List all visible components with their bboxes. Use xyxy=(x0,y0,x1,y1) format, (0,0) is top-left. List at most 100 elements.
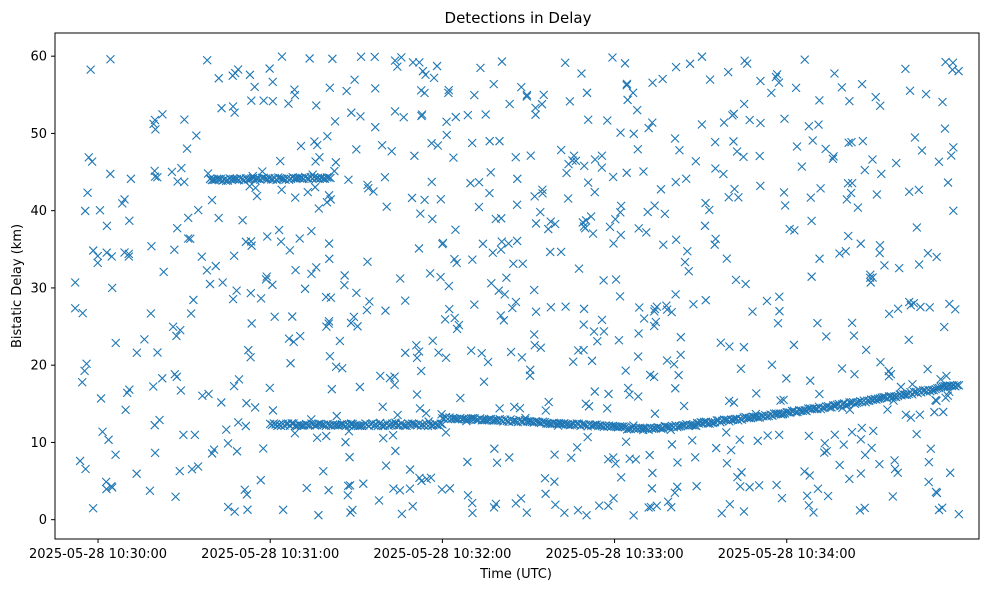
data-point xyxy=(158,109,167,119)
data-point xyxy=(670,134,680,143)
data-point xyxy=(463,110,473,120)
data-point xyxy=(868,395,878,405)
data-point xyxy=(479,415,489,425)
data-point xyxy=(497,237,507,246)
data-point xyxy=(179,177,189,187)
data-point xyxy=(663,497,673,507)
data-point xyxy=(875,459,884,469)
data-point xyxy=(378,402,388,412)
data-point xyxy=(707,418,716,427)
data-point xyxy=(444,85,454,95)
data-point xyxy=(675,145,684,155)
data-point xyxy=(739,342,749,352)
data-point xyxy=(845,96,854,106)
data-point xyxy=(241,421,251,431)
data-point xyxy=(766,88,776,98)
data-point xyxy=(742,413,752,423)
data-point xyxy=(717,508,727,518)
data-point xyxy=(932,252,942,262)
data-point xyxy=(719,415,729,425)
data-point xyxy=(275,173,285,183)
data-point xyxy=(611,459,620,468)
data-point xyxy=(583,432,593,442)
data-point xyxy=(690,452,700,462)
y-tick-label: 60 xyxy=(30,50,47,65)
data-point xyxy=(798,406,808,416)
data-point xyxy=(497,57,507,66)
data-point xyxy=(382,202,392,212)
data-point xyxy=(914,260,924,269)
y-axis-label: Bistatic Delay (km) xyxy=(10,224,25,348)
data-point xyxy=(268,77,278,87)
data-point xyxy=(906,413,916,422)
data-point xyxy=(229,381,239,391)
y-axis: 0 10 20 30 40 50 60 xyxy=(30,50,55,528)
data-point xyxy=(670,488,680,498)
data-point xyxy=(328,420,338,429)
data-point xyxy=(754,480,764,490)
data-point xyxy=(543,224,553,234)
data-point xyxy=(617,422,627,432)
data-point xyxy=(633,392,643,401)
data-point xyxy=(506,347,516,357)
data-point xyxy=(522,90,532,100)
data-point xyxy=(408,501,418,511)
data-point xyxy=(515,403,525,413)
data-point xyxy=(311,157,320,166)
data-point xyxy=(399,112,409,122)
data-point xyxy=(153,348,162,357)
data-point xyxy=(104,435,113,445)
data-point xyxy=(910,133,920,142)
data-point xyxy=(723,67,733,77)
data-point xyxy=(416,366,426,376)
y-tick-label: 30 xyxy=(30,281,47,296)
data-point xyxy=(442,130,452,140)
data-point xyxy=(671,235,681,245)
data-point xyxy=(262,272,272,281)
data-point xyxy=(609,239,618,248)
data-point xyxy=(646,502,656,512)
data-point xyxy=(267,280,277,290)
data-point xyxy=(247,241,257,251)
data-point xyxy=(797,162,807,172)
data-point xyxy=(250,82,260,92)
data-point xyxy=(243,345,253,355)
data-point xyxy=(455,393,465,403)
data-point xyxy=(802,406,811,416)
data-point xyxy=(70,303,80,313)
data-point xyxy=(193,462,203,471)
data-point xyxy=(461,415,471,424)
data-point xyxy=(463,490,473,500)
data-point xyxy=(322,131,332,141)
data-point xyxy=(671,62,681,72)
data-point xyxy=(507,303,517,313)
data-point xyxy=(124,252,134,261)
data-point xyxy=(443,88,453,98)
data-point xyxy=(417,111,426,121)
data-point xyxy=(466,413,476,423)
data-point xyxy=(776,396,785,405)
data-point xyxy=(324,254,334,264)
data-point xyxy=(193,205,203,215)
data-point xyxy=(789,340,799,350)
data-point xyxy=(667,440,677,449)
data-point xyxy=(126,174,136,184)
data-point xyxy=(436,272,445,282)
data-point xyxy=(658,240,668,250)
data-point xyxy=(441,353,451,363)
data-point xyxy=(772,69,782,79)
data-point xyxy=(735,481,745,491)
data-point xyxy=(209,445,219,454)
data-point xyxy=(390,446,400,456)
data-point xyxy=(830,430,840,440)
data-point xyxy=(850,369,859,379)
data-point xyxy=(387,146,397,156)
data-point xyxy=(176,163,186,173)
data-point xyxy=(828,400,838,410)
data-point xyxy=(948,142,958,152)
data-point xyxy=(277,185,287,195)
data-point xyxy=(781,374,791,383)
data-point xyxy=(791,83,801,93)
data-point xyxy=(814,95,824,105)
data-point xyxy=(561,302,570,312)
